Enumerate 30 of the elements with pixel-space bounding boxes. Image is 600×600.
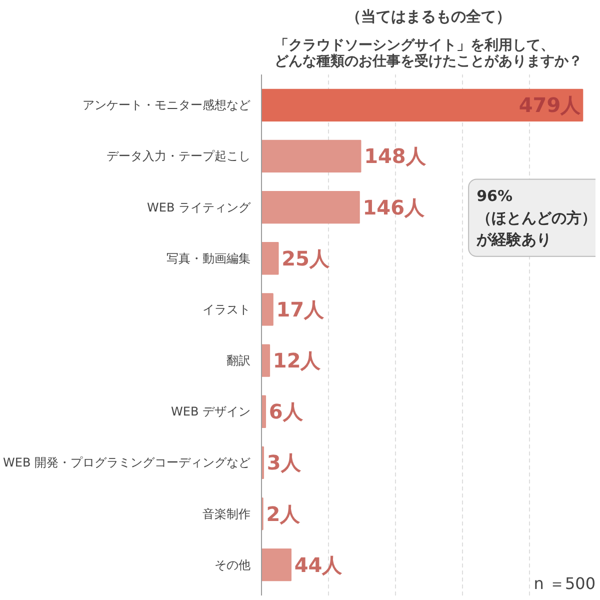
data-label: 44人 <box>294 552 344 577</box>
y-tick-label: アンケート・モニター感想など <box>82 98 250 112</box>
data-label: 146人 <box>362 195 426 220</box>
data-label: 25人 <box>282 246 330 270</box>
y-tick-label: WEB デザイン <box>171 404 251 419</box>
bar <box>262 293 274 326</box>
y-tick-label: WEB 開発・プログラミングコーディングなど <box>3 456 251 470</box>
data-label: 6人 <box>268 400 304 424</box>
y-tick-label: その他 <box>214 558 250 572</box>
bar <box>262 344 270 377</box>
data-label: 17人 <box>276 297 326 322</box>
annotation: 96%（ほとんどの方）が経験あり <box>476 187 597 248</box>
chart-subtitle: （当てはまるもの全て） <box>346 8 511 26</box>
y-tick-label: イラスト <box>202 302 250 316</box>
bar <box>262 548 292 582</box>
chart-title: 「クラウドソーシングサイト」を利用して、どんな種類のお仕事を受けたことがありますか？ <box>274 38 582 70</box>
bar <box>262 190 360 224</box>
y-tick-label: 音楽制作 <box>202 506 250 521</box>
data-label: 3人 <box>266 450 302 475</box>
y-tick-label: WEB ライティング <box>147 200 252 214</box>
y-tick-label: データ入力・テープ起こし <box>106 149 250 164</box>
data-label: 148人 <box>364 144 427 168</box>
data-label: 12人 <box>272 348 322 373</box>
annotation: n ＝500 <box>534 574 596 593</box>
bar <box>262 242 279 275</box>
y-tick-label: 翻訳 <box>226 354 250 368</box>
bar <box>262 88 584 122</box>
data-label: 2人 <box>266 502 302 526</box>
y-tick-label: 写真・動画編集 <box>166 251 250 266</box>
bar <box>262 140 362 173</box>
